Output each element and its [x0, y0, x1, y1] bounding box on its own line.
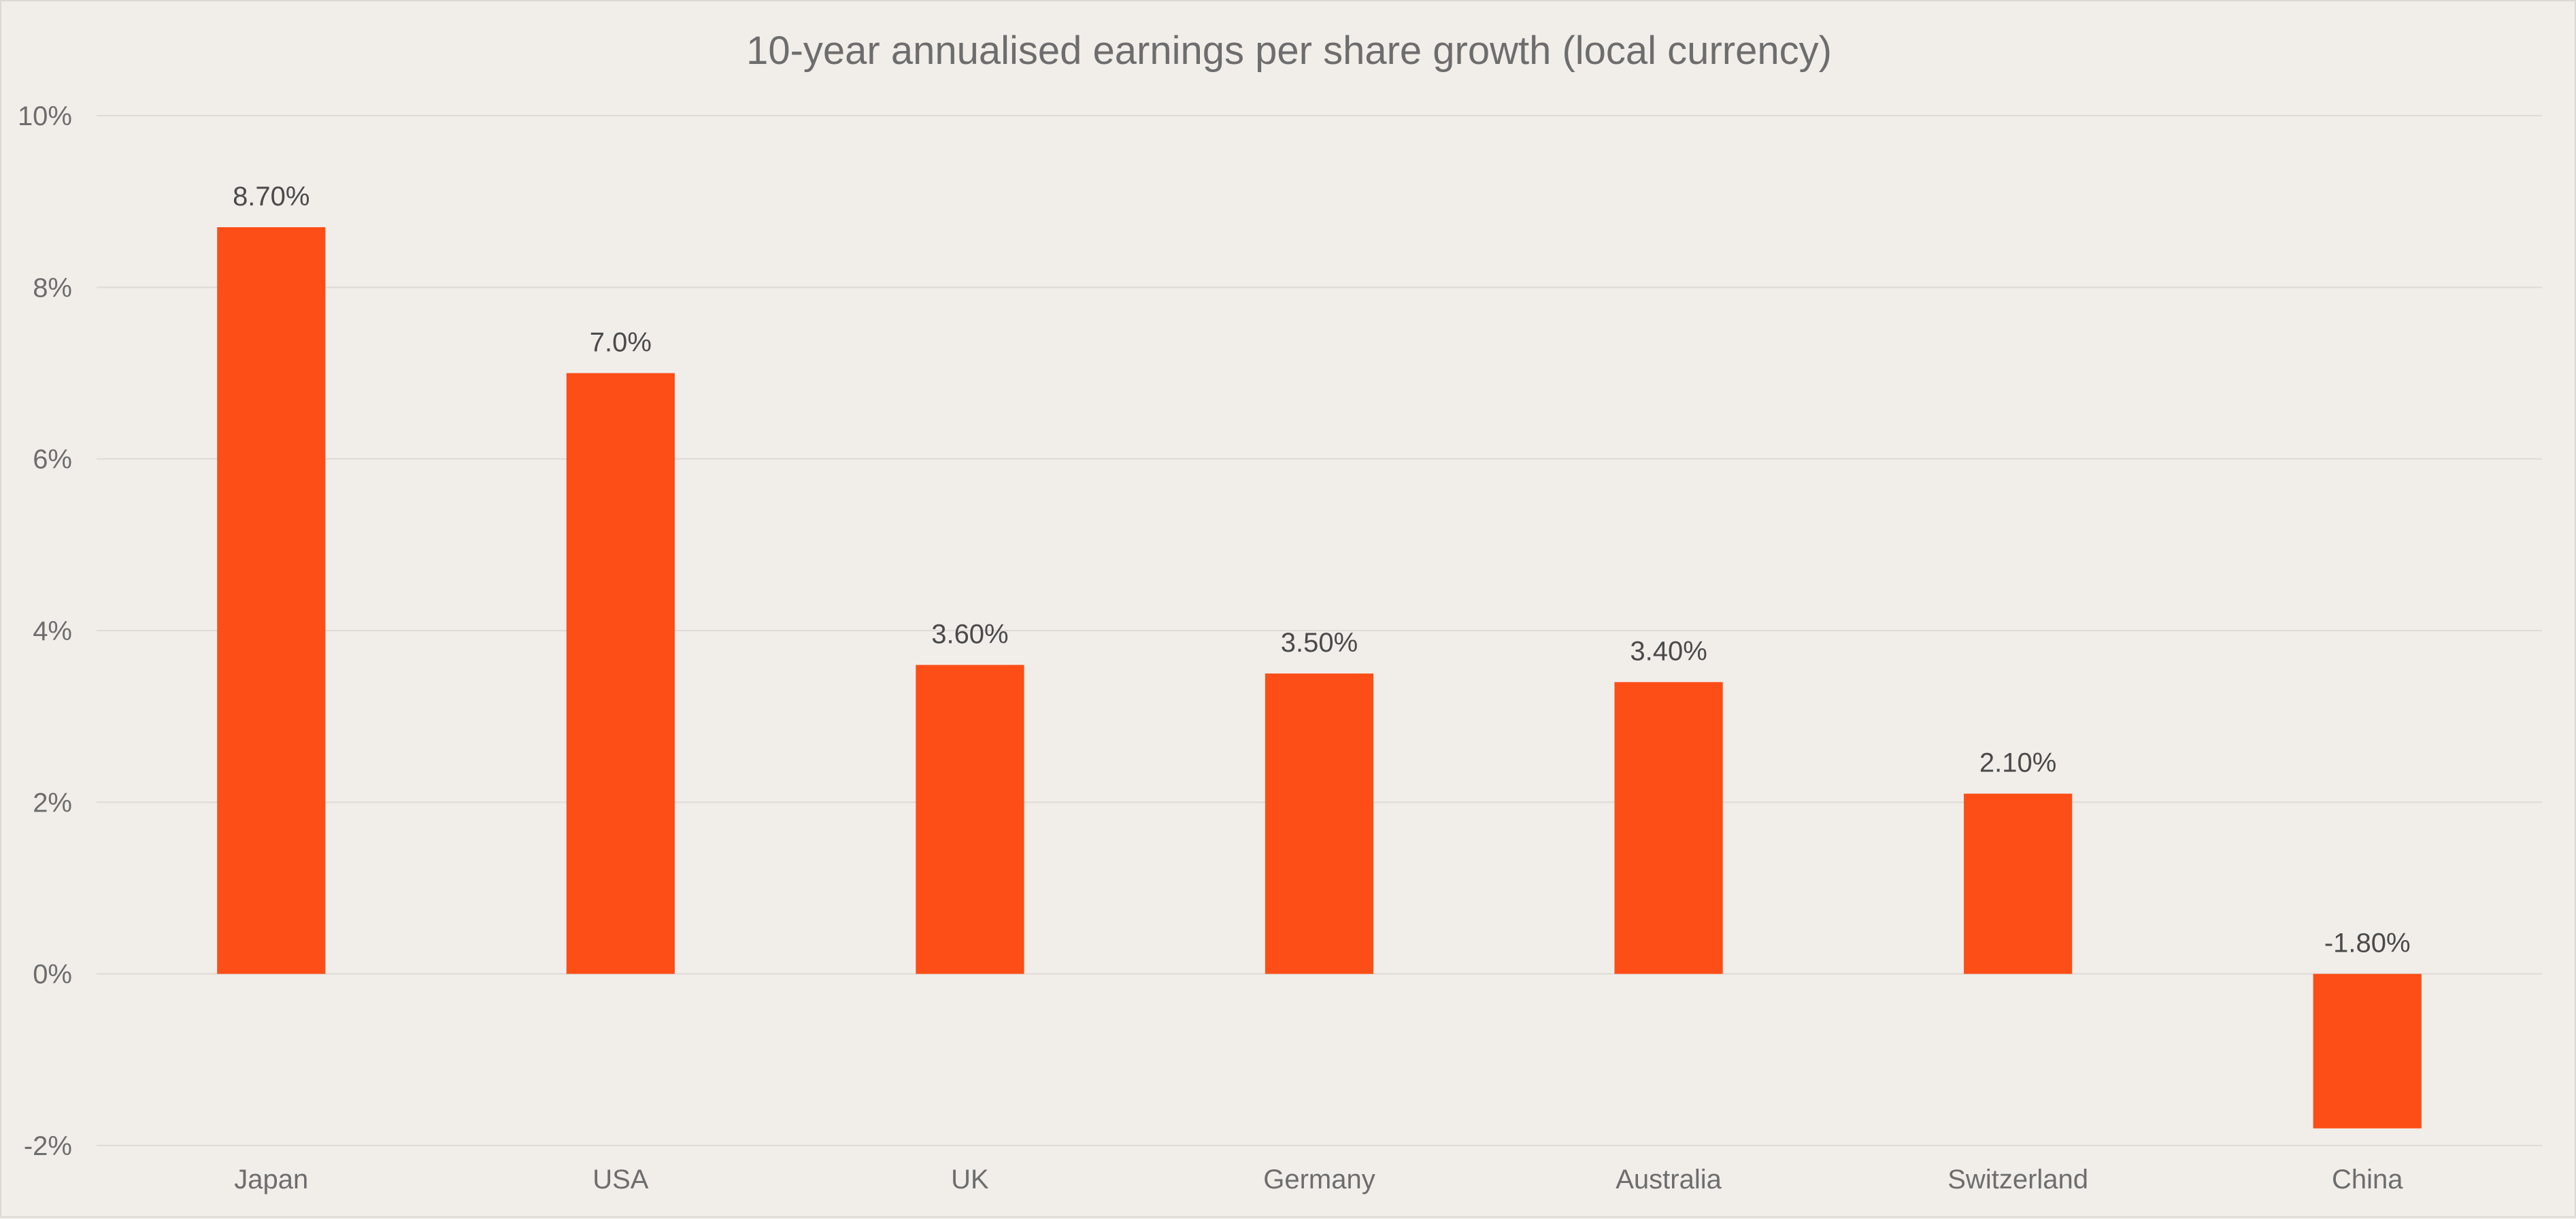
y-tick-label: -2% — [24, 1131, 72, 1161]
bar-usa — [566, 373, 675, 974]
data-label: 3.40% — [1630, 637, 1707, 667]
data-label: 3.50% — [1281, 628, 1358, 658]
data-label: 3.60% — [931, 619, 1008, 649]
data-labels: 8.70% 7.0% 3.60% 3.50% 3.40% 2.10% -1.80% — [233, 182, 2411, 958]
bars — [217, 227, 2422, 1129]
data-label: 8.70% — [233, 182, 310, 212]
y-tick-label: 6% — [33, 445, 72, 475]
bar-japan — [217, 227, 326, 974]
y-tick-label: 4% — [33, 616, 72, 646]
x-category-label: Germany — [1263, 1165, 1375, 1195]
x-category-label: Australia — [1616, 1165, 1722, 1195]
y-tick-label: 10% — [18, 101, 72, 131]
x-category-label: UK — [951, 1165, 989, 1195]
x-axis-category-labels: Japan USA UK Germany Australia Switzerland Chi… — [234, 1165, 2403, 1195]
bar-germany — [1265, 673, 1374, 974]
y-axis-tick-labels: -2% 0% 2% 4% 6% 8% 10% — [18, 101, 72, 1161]
bar-china — [2313, 973, 2422, 1129]
x-category-label: China — [2332, 1165, 2403, 1195]
y-tick-label: 0% — [33, 960, 72, 990]
y-tick-label: 8% — [33, 273, 72, 303]
y-tick-label: 2% — [33, 788, 72, 818]
bar-switzerland — [1964, 793, 2073, 974]
x-category-label: Japan — [234, 1165, 308, 1195]
data-label: 2.10% — [1979, 748, 2056, 778]
data-label: 7.0% — [590, 328, 652, 358]
x-category-label: USA — [592, 1165, 649, 1195]
bar-uk — [916, 665, 1024, 974]
bar-australia — [1614, 682, 1723, 974]
chart-title: 10-year annualised earnings per share gr… — [746, 29, 1832, 73]
data-label: -1.80% — [2324, 929, 2411, 958]
x-category-label: Switzerland — [1947, 1165, 2088, 1195]
